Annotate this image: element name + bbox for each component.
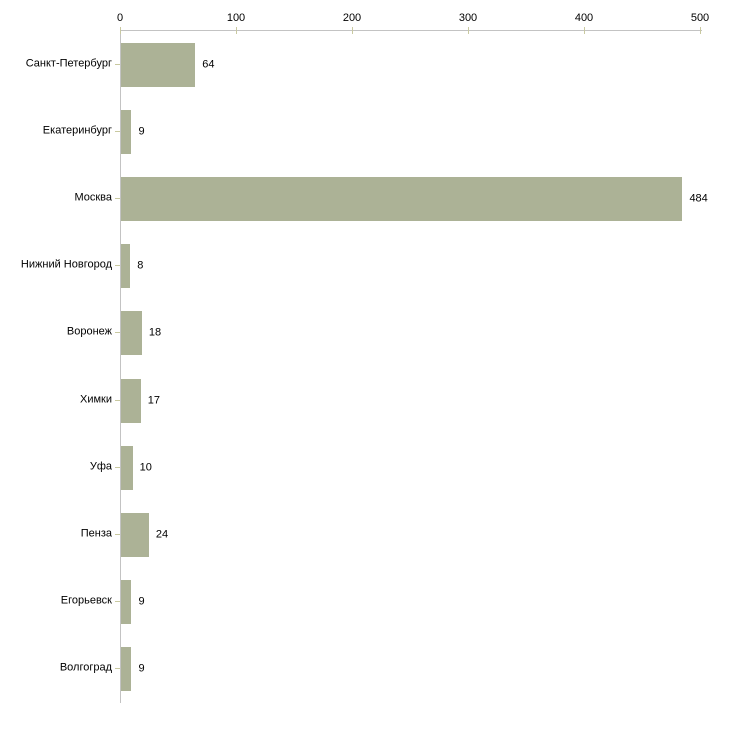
y-tick-mark bbox=[115, 265, 120, 267]
bar-value-label: 9 bbox=[138, 662, 145, 675]
x-tick-label: 100 bbox=[226, 12, 246, 24]
y-tick-mark bbox=[115, 601, 120, 603]
bar bbox=[121, 42, 196, 87]
bar bbox=[121, 177, 683, 221]
bar-value-label: 24 bbox=[155, 528, 169, 541]
category-label: Егорьевск bbox=[60, 594, 112, 607]
x-tick-mark bbox=[352, 27, 353, 34]
category-label: Волгоград bbox=[59, 661, 112, 674]
bar-value-label: 9 bbox=[138, 595, 145, 608]
bar bbox=[121, 109, 132, 154]
category-label: Москва bbox=[74, 191, 112, 204]
bar bbox=[121, 378, 141, 423]
category-label: Химки bbox=[79, 393, 112, 406]
y-tick-mark bbox=[115, 534, 120, 535]
x-tick-mark bbox=[468, 27, 469, 34]
bar bbox=[121, 244, 131, 289]
category-label: Пенза bbox=[80, 527, 112, 540]
y-tick-mark bbox=[115, 668, 120, 670]
bar-value-label: 18 bbox=[148, 326, 162, 339]
bar-value-label: 64 bbox=[202, 58, 215, 71]
bar bbox=[121, 580, 132, 625]
x-tick-label: 400 bbox=[574, 12, 594, 24]
bar-value-label: 9 bbox=[138, 125, 145, 138]
category-label: Санкт-Петербург bbox=[25, 57, 112, 70]
bar bbox=[121, 647, 132, 692]
x-tick-label: 300 bbox=[458, 12, 478, 24]
bar-value-label: 8 bbox=[137, 259, 144, 272]
bar-value-label: 17 bbox=[147, 394, 160, 407]
x-tick-mark bbox=[120, 27, 121, 34]
y-tick-mark bbox=[115, 399, 120, 401]
category-label: Воронеж bbox=[66, 325, 112, 338]
x-tick-label: 200 bbox=[342, 12, 362, 24]
x-tick-mark bbox=[700, 27, 701, 34]
x-tick-mark bbox=[584, 27, 585, 34]
bar bbox=[121, 311, 142, 356]
plot-area: 64 9 484 8 18 17 10 24 9 9 bbox=[120, 30, 708, 703]
x-tick-mark bbox=[236, 27, 237, 34]
bar-value-label: 484 bbox=[689, 192, 708, 205]
category-label: Нижний Новгород bbox=[20, 258, 112, 271]
y-tick-mark bbox=[115, 466, 120, 468]
y-tick-mark bbox=[115, 198, 120, 199]
bar-value-label: 10 bbox=[139, 461, 152, 474]
category-label: Екатеринбург bbox=[42, 124, 112, 137]
x-tick-label: 0 bbox=[116, 12, 124, 24]
y-tick-mark bbox=[115, 332, 120, 334]
bar bbox=[121, 513, 149, 557]
y-tick-mark bbox=[115, 63, 120, 65]
x-tick-label: 500 bbox=[690, 12, 710, 24]
category-label: Уфа bbox=[89, 460, 112, 473]
y-tick-mark bbox=[115, 130, 120, 132]
bar bbox=[121, 445, 133, 490]
